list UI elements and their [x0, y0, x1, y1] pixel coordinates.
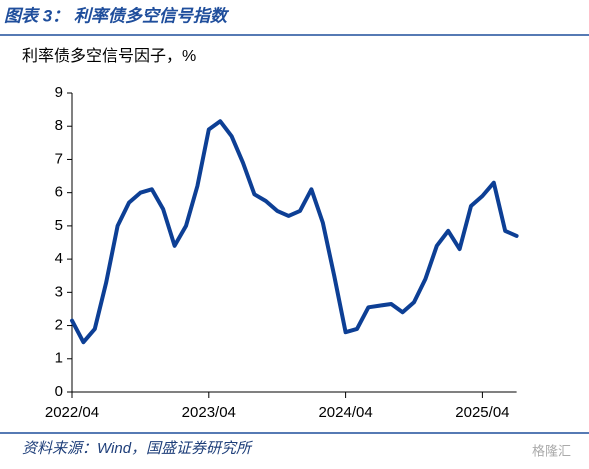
- data-line: [70, 119, 519, 345]
- source-note: 资料来源：Wind，国盛证券研究所: [22, 440, 253, 457]
- watermark: 格隆汇: [532, 443, 571, 458]
- y-tick-label: 3: [55, 283, 63, 300]
- y-tick-label: 4: [55, 250, 63, 267]
- axis-unit-label: 利率债多空信号因子，%: [22, 47, 196, 65]
- y-tick-label: 2: [55, 317, 63, 334]
- x-tick-label: 2025/04: [455, 404, 509, 421]
- y-tick-label: 0: [55, 383, 63, 400]
- y-tick-label: 6: [55, 184, 63, 201]
- chart-title: 图表 3： 利率债多空信号指数: [4, 6, 230, 25]
- x-tick-label: 2022/04: [45, 404, 99, 421]
- y-tick-label: 7: [55, 150, 63, 167]
- x-tick-label: 2024/04: [318, 404, 372, 421]
- y-tick-label: 1: [55, 350, 63, 367]
- y-tick-label: 8: [55, 117, 63, 134]
- y-tick-label: 9: [55, 84, 63, 101]
- x-tick-label: 2023/04: [182, 404, 236, 421]
- y-tick-label: 5: [55, 217, 63, 234]
